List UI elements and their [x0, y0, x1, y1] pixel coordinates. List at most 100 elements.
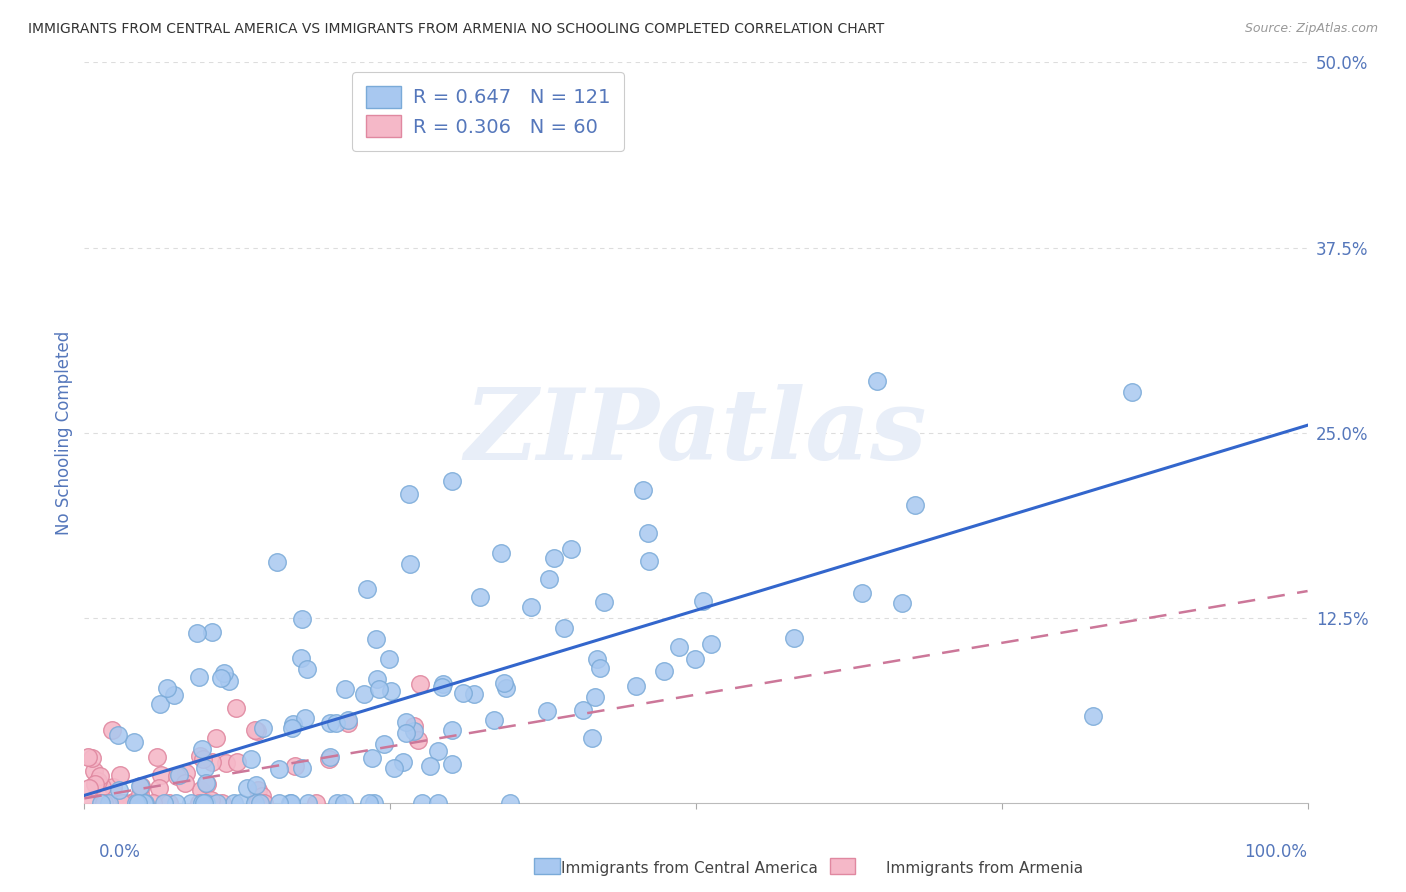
Point	[592, 595, 614, 609]
Point	[700, 637, 723, 651]
Point	[246, 724, 269, 739]
Point	[266, 555, 288, 569]
Point	[120, 796, 142, 810]
Point	[581, 731, 603, 746]
Point	[191, 752, 214, 766]
Point	[129, 779, 152, 793]
Text: IMMIGRANTS FROM CENTRAL AMERICA VS IMMIGRANTS FROM ARMENIA NO SCHOOLING COMPLETE: IMMIGRANTS FROM CENTRAL AMERICA VS IMMIG…	[28, 22, 884, 37]
Point	[209, 671, 232, 685]
Point	[440, 757, 463, 772]
Point	[1121, 385, 1143, 400]
Point	[180, 796, 202, 810]
Point	[165, 796, 187, 810]
Point	[432, 681, 454, 695]
Point	[90, 796, 112, 810]
Point	[333, 796, 356, 810]
Point	[290, 761, 312, 775]
Point	[124, 794, 146, 808]
Point	[333, 682, 356, 697]
Point	[195, 777, 218, 791]
Point	[111, 796, 134, 810]
Point	[194, 796, 217, 810]
Point	[633, 483, 655, 497]
Point	[290, 611, 312, 625]
Point	[110, 796, 132, 810]
Point	[211, 796, 233, 810]
Point	[245, 796, 267, 810]
Point	[395, 725, 418, 739]
Point	[188, 670, 211, 684]
Point	[495, 681, 517, 695]
Point	[187, 796, 209, 810]
Point	[280, 796, 302, 810]
Point	[166, 769, 188, 783]
Text: ZIPatlas: ZIPatlas	[465, 384, 927, 481]
Point	[553, 621, 575, 635]
Point	[229, 796, 252, 810]
Point	[572, 703, 595, 717]
Point	[432, 677, 454, 691]
Point	[543, 551, 565, 566]
Text: Source: ZipAtlas.com: Source: ZipAtlas.com	[1244, 22, 1378, 36]
Point	[692, 594, 714, 608]
Point	[683, 652, 706, 666]
Point	[267, 762, 290, 776]
Point	[904, 498, 927, 512]
Point	[267, 796, 290, 810]
Point	[404, 723, 426, 738]
Point	[494, 676, 516, 690]
Point	[586, 651, 609, 665]
Point	[114, 796, 136, 810]
Point	[891, 596, 914, 610]
Point	[198, 796, 221, 810]
Point	[451, 685, 474, 699]
Point	[193, 796, 215, 810]
Point	[129, 787, 152, 801]
Point	[419, 759, 441, 773]
Point	[127, 796, 149, 810]
Point	[110, 768, 132, 782]
Point	[107, 727, 129, 741]
Point	[142, 796, 165, 810]
Point	[125, 796, 148, 810]
Point	[318, 716, 340, 731]
Point	[382, 762, 405, 776]
Point	[294, 711, 316, 725]
Point	[90, 796, 112, 810]
Point	[90, 780, 112, 794]
Point	[236, 780, 259, 795]
Point	[364, 632, 387, 646]
Point	[97, 796, 120, 810]
Point	[214, 666, 236, 681]
Point	[356, 582, 378, 596]
Y-axis label: No Schooling Completed: No Schooling Completed	[55, 331, 73, 534]
Point	[638, 554, 661, 568]
Point	[83, 777, 105, 791]
Point	[406, 732, 429, 747]
Point	[194, 760, 217, 774]
Point	[427, 744, 450, 758]
Point	[243, 796, 266, 810]
Point	[245, 723, 267, 737]
Point	[399, 557, 422, 571]
Point	[146, 750, 169, 764]
Point	[201, 624, 224, 639]
Point	[89, 769, 111, 783]
Point	[252, 721, 274, 735]
Point	[205, 731, 228, 746]
Point	[190, 783, 212, 797]
Point	[131, 796, 153, 810]
Point	[129, 779, 152, 793]
Point	[378, 652, 401, 666]
Point	[305, 796, 328, 810]
Point	[191, 741, 214, 756]
Point	[224, 796, 246, 810]
Point	[250, 789, 273, 803]
Point	[392, 755, 415, 769]
Point	[394, 715, 416, 730]
Point	[851, 586, 873, 600]
Point	[201, 755, 224, 769]
Point	[463, 687, 485, 701]
Point	[127, 796, 149, 810]
Point	[290, 651, 312, 665]
